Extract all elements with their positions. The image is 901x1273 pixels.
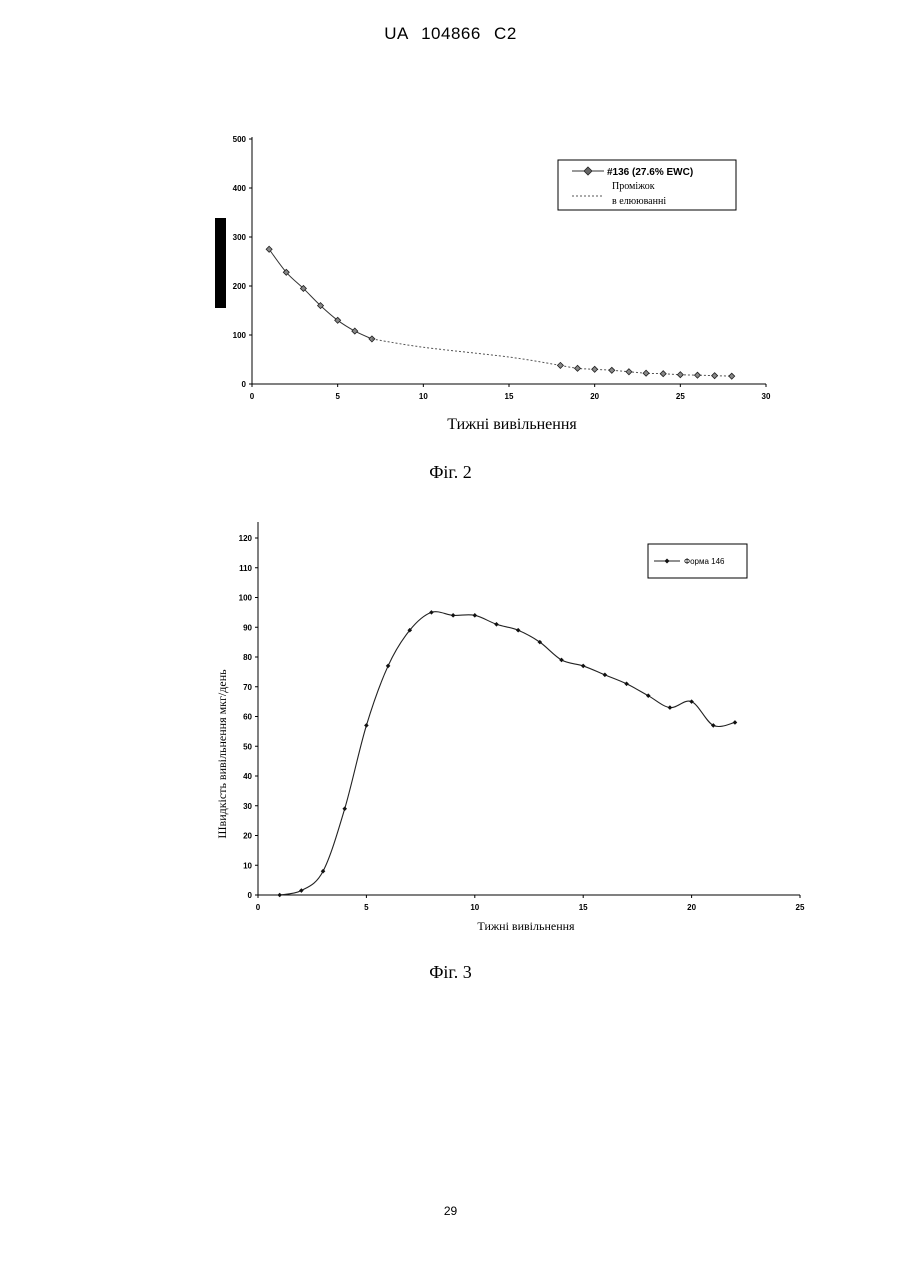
fig2-y-tick-label: 500: [233, 135, 247, 144]
fig3-y-tick-label: 70: [243, 683, 252, 692]
fig2-series-0-line: [269, 249, 372, 339]
fig3-data-point: [516, 628, 521, 633]
fig3-data-point: [646, 693, 651, 698]
fig2-data-point: [626, 369, 632, 375]
fig3-y-tick-label: 20: [243, 832, 252, 841]
fig3-y-tick-label: 10: [243, 861, 252, 870]
fig2-data-point: [729, 373, 735, 379]
fig3-data-point: [581, 664, 586, 669]
fig2-y-tick-label: 200: [233, 282, 247, 291]
legend-series-2-line2: в елююванні: [612, 196, 666, 207]
fig3-data-point: [494, 622, 499, 627]
fig3-data-point: [364, 723, 369, 728]
fig3-data-point: [299, 888, 304, 893]
fig3-x-tick-label: 20: [687, 903, 696, 912]
fig3-data-point: [624, 681, 629, 686]
figure-3-caption: Фіг. 3: [0, 962, 901, 983]
fig3-x-tick-label: 5: [364, 903, 369, 912]
legend-series-1-label: #136 (27.6% EWC): [607, 167, 693, 178]
fig3-y-tick-label: 100: [239, 594, 253, 603]
fig3-x-tick-label: 10: [470, 903, 479, 912]
fig2-data-point: [694, 372, 700, 378]
fig3-data-point: [668, 705, 673, 710]
fig2-x-tick-label: 25: [676, 392, 685, 401]
fig2-data-point: [575, 365, 581, 371]
fig3-y-tick-label: 110: [239, 564, 252, 573]
fig2-x-tick-label: 20: [590, 392, 599, 401]
fig2-data-point: [643, 370, 649, 376]
fig2-x-tick-label: 0: [250, 392, 255, 401]
fig3-x-tick-label: 15: [579, 903, 588, 912]
legend-series-2-line1: Проміжок: [612, 181, 655, 192]
fig2-y-tick-label: 0: [242, 380, 247, 389]
fig3-y-tick-label: 50: [243, 742, 252, 751]
legend-series-label: Форма 146: [684, 557, 725, 566]
fig3-data-point: [321, 869, 326, 874]
fig3-data-point: [451, 613, 456, 618]
fig2-data-point: [557, 362, 563, 368]
legend-diamond-marker: [584, 167, 592, 175]
fig2-x-tick-label: 30: [762, 392, 771, 401]
fig3-data-point: [429, 610, 434, 615]
fig2-data-point: [712, 373, 718, 379]
fig3-data-point: [733, 720, 738, 725]
redaction-bar: [215, 218, 226, 308]
fig3-data-point: [277, 893, 282, 898]
fig3-y-tick-label: 90: [243, 623, 252, 632]
legend-diamond-marker: [665, 559, 670, 564]
fig3-y-tick-label: 0: [248, 891, 253, 900]
fig2-legend: #136 (27.6% EWC) Проміжок в елююванні: [558, 160, 736, 210]
figure-3-chart: 0 5 10 15 20 25 0 10 20 30 40 50 60 70 80 90 100 110 120 Ф…: [0, 510, 901, 950]
fig2-data-point: [352, 328, 358, 334]
fig3-y-axis-label: Швидкість вивільнення мкг/день: [215, 669, 229, 839]
fig3-x-tick-label: 25: [796, 903, 805, 912]
fig2-series: [266, 246, 735, 379]
fig2-y-tick-label: 400: [233, 184, 247, 193]
fig3-x-tick-label: 0: [256, 903, 261, 912]
fig3-legend: Форма 146: [648, 544, 747, 578]
fig3-y-tick-label: 30: [243, 802, 252, 811]
figure-2-chart: 0510152025300100200300400500 #136 (27.6%…: [0, 120, 901, 440]
patent-header: UA 104866 C2: [0, 24, 901, 44]
fig2-data-point: [369, 336, 375, 342]
fig2-y-tick-label: 100: [233, 331, 247, 340]
fig3-data-point: [473, 613, 478, 618]
fig3-axes: 0 5 10 15 20 25 0 10 20 30 40 50 60 70 80 90 100 110 120: [239, 522, 805, 912]
fig2-x-axis-label: Тижні вивільнення: [447, 416, 577, 433]
fig2-data-point: [660, 371, 666, 377]
fig3-data-point: [386, 664, 391, 669]
fig3-series-0-line: [280, 612, 735, 895]
fig2-x-tick-label: 10: [419, 392, 428, 401]
fig2-data-point: [609, 367, 615, 373]
page-number: 29: [0, 1204, 901, 1218]
fig2-series-1-line: [372, 339, 560, 365]
fig3-y-tick-label: 120: [239, 534, 253, 543]
fig2-data-point: [592, 366, 598, 372]
fig3-data-point: [603, 673, 608, 678]
fig2-x-tick-label: 5: [335, 392, 340, 401]
fig3-x-axis-label: Тижні вивільнення: [477, 919, 575, 933]
fig3-y-tick-label: 40: [243, 772, 252, 781]
figure-2-caption: Фіг. 2: [0, 462, 901, 483]
fig3-data-point: [342, 806, 347, 811]
fig3-y-tick-label: 60: [243, 713, 252, 722]
fig2-x-tick-label: 15: [505, 392, 514, 401]
fig3-series: [277, 610, 737, 897]
fig2-y-tick-label: 300: [233, 233, 247, 242]
fig2-data-point: [677, 372, 683, 378]
fig3-y-tick-label: 80: [243, 653, 252, 662]
